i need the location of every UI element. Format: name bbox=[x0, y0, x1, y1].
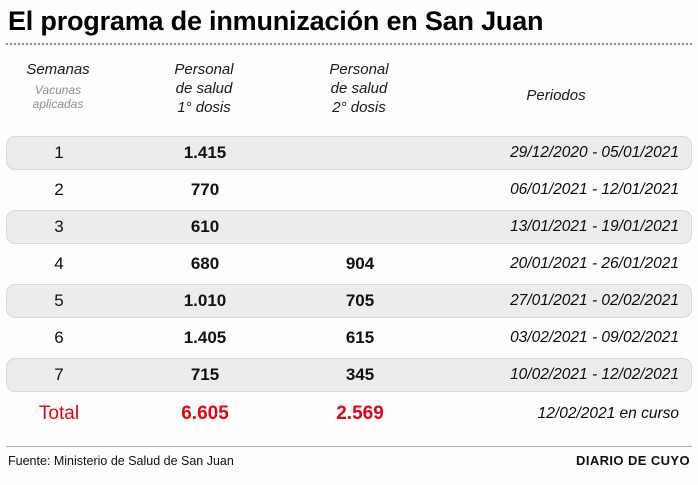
dose2-value: 904 bbox=[345, 254, 375, 273]
dose1-value: 715 bbox=[190, 365, 220, 384]
header-periods: Periodos bbox=[526, 87, 586, 104]
dose2-value: 615 bbox=[345, 328, 375, 347]
dose2-value: 705 bbox=[345, 291, 375, 310]
dose1-value: 1.010 bbox=[183, 291, 227, 310]
period-range: 06/01/2021 - 12/01/2021 bbox=[510, 181, 679, 198]
week-number: 7 bbox=[54, 365, 64, 384]
table-row: 2 770 06/01/2021 - 12/01/2021 bbox=[6, 173, 692, 207]
table-row: 7 715 345 10/02/2021 - 12/02/2021 bbox=[6, 358, 692, 392]
period-range: 13/01/2021 - 19/01/2021 bbox=[510, 218, 679, 235]
header-weeks: Semanas bbox=[26, 61, 90, 78]
table-row: 4 680 904 20/01/2021 - 26/01/2021 bbox=[6, 247, 692, 281]
table-row: 6 1.405 615 03/02/2021 - 09/02/2021 bbox=[6, 321, 692, 355]
dose1-value: 1.415 bbox=[183, 143, 227, 162]
table-row: 3 610 13/01/2021 - 19/01/2021 bbox=[6, 210, 692, 244]
header-weeks-subtitle: Vacunas aplicadas bbox=[32, 83, 84, 111]
footer: Fuente: Ministerio de Salud de San Juan … bbox=[6, 447, 692, 468]
total-dose2-value: 2.569 bbox=[336, 403, 384, 424]
infographic: El programa de inmunización en San Juan … bbox=[6, 6, 692, 468]
table-body: 1 1.415 29/12/2020 - 05/01/2021 2 770 06… bbox=[6, 136, 692, 433]
dose1-value: 770 bbox=[190, 180, 220, 199]
period-range: 29/12/2020 - 05/01/2021 bbox=[510, 144, 679, 161]
period-range: 03/02/2021 - 09/02/2021 bbox=[510, 329, 679, 346]
footer-divider bbox=[6, 446, 692, 447]
period-range: 27/01/2021 - 02/02/2021 bbox=[510, 292, 679, 309]
week-number: 1 bbox=[54, 143, 64, 162]
total-dose1-value: 6.605 bbox=[181, 403, 229, 424]
period-range: 20/01/2021 - 26/01/2021 bbox=[510, 255, 679, 272]
header-dose1: Personal de salud 1° dosis bbox=[174, 61, 234, 116]
dose1-value: 1.405 bbox=[183, 328, 227, 347]
week-number: 5 bbox=[54, 291, 64, 310]
dose1-value: 610 bbox=[190, 217, 220, 236]
dose1-value: 680 bbox=[190, 254, 220, 273]
total-period: 12/02/2021 en curso bbox=[537, 405, 679, 422]
week-number: 3 bbox=[54, 217, 64, 236]
table-header: Semanas Vacunas aplicadas Personal de sa… bbox=[6, 45, 692, 136]
header-weeks-group: Semanas Vacunas aplicadas bbox=[6, 60, 110, 117]
header-dose2: Personal de salud 2° dosis bbox=[329, 61, 389, 116]
period-range: 10/02/2021 - 12/02/2021 bbox=[510, 366, 679, 383]
brand-logo: DIARIO DE CUYO bbox=[576, 453, 690, 468]
table-row: 1 1.415 29/12/2020 - 05/01/2021 bbox=[6, 136, 692, 170]
source-credit: Fuente: Ministerio de Salud de San Juan bbox=[8, 454, 234, 468]
table-total-row: Total 6.605 2.569 12/02/2021 en curso bbox=[6, 395, 692, 433]
title-divider bbox=[6, 43, 692, 45]
week-number: 6 bbox=[54, 328, 64, 347]
table-row: 5 1.010 705 27/01/2021 - 02/02/2021 bbox=[6, 284, 692, 318]
dose2-value: 345 bbox=[345, 365, 375, 384]
total-label: Total bbox=[38, 403, 80, 424]
week-number: 4 bbox=[54, 254, 64, 273]
page-title: El programa de inmunización en San Juan bbox=[8, 6, 544, 36]
week-number: 2 bbox=[54, 180, 64, 199]
